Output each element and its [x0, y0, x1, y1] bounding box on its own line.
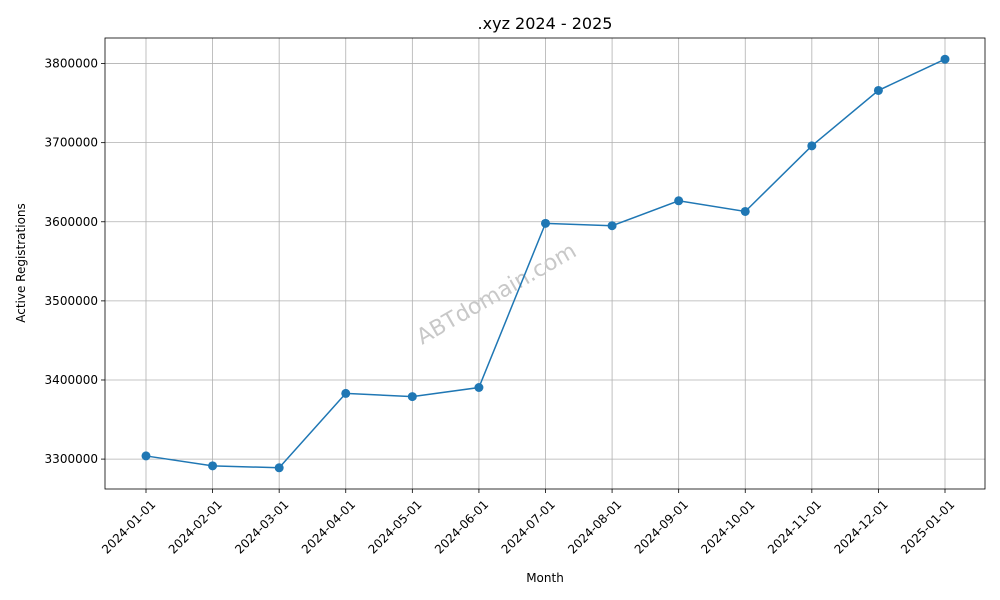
y-tick-label: 3600000	[45, 215, 98, 229]
x-tick-label: 2024-09-01	[632, 497, 691, 556]
data-point	[208, 461, 218, 471]
y-tick-label: 3500000	[45, 294, 98, 308]
data-point	[873, 85, 883, 95]
x-axis-label: Month	[526, 571, 564, 585]
y-axis-ticks: 3300000 3400000 3500000 3600000 3700000 38000…	[45, 57, 105, 466]
y-tick-label: 3400000	[45, 373, 98, 387]
x-tick-label: 2024-12-01	[832, 497, 891, 556]
data-point	[474, 383, 484, 393]
x-tick-label: 2024-07-01	[499, 497, 558, 556]
data-point	[740, 206, 750, 216]
data-point	[674, 196, 684, 206]
data-point	[407, 392, 417, 402]
x-tick-label: 2024-10-01	[698, 497, 757, 556]
x-axis-ticks: 2024-01-01 2024-02-01 2024-03-01 2024-04-01…	[99, 489, 957, 557]
plot-frame	[104, 37, 986, 490]
data-point	[541, 218, 550, 228]
x-tick-label: 2024-01-01	[99, 497, 158, 556]
watermark-text: ABTdomain.com	[413, 239, 581, 351]
y-tick-label: 3700000	[45, 136, 98, 150]
series-layer	[141, 54, 950, 473]
x-tick-label: 2024-02-01	[166, 497, 225, 556]
data-point	[274, 463, 284, 473]
y-axis-label: Active Registrations	[14, 203, 28, 323]
x-tick-label: 2025-01-01	[898, 497, 957, 556]
data-point	[341, 388, 351, 398]
x-tick-label: 2024-08-01	[565, 497, 624, 556]
chart-title: .xyz 2024 - 2025	[478, 14, 613, 33]
data-point	[940, 54, 950, 64]
data-point	[807, 141, 817, 151]
x-tick-label: 2024-04-01	[299, 497, 358, 556]
x-tick-label: 2024-11-01	[765, 497, 824, 556]
x-tick-label: 2024-06-01	[432, 497, 491, 556]
data-point	[607, 221, 617, 231]
data-point	[141, 451, 151, 461]
y-tick-label: 3800000	[45, 57, 98, 71]
y-tick-label: 3300000	[45, 452, 98, 466]
x-tick-label: 2024-03-01	[232, 497, 291, 556]
x-tick-label: 2024-05-01	[365, 497, 424, 556]
